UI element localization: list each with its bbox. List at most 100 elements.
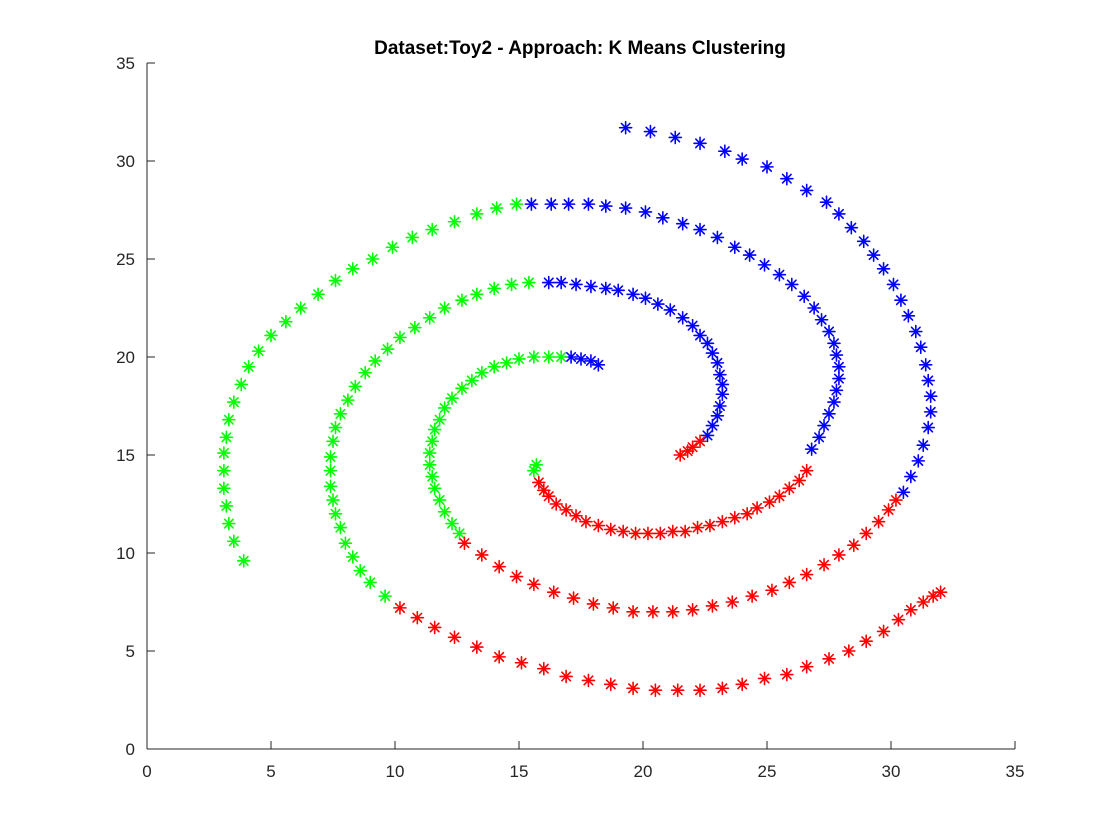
data-point — [713, 399, 727, 413]
data-point — [886, 277, 901, 292]
data-point — [569, 277, 583, 292]
data-point — [405, 230, 420, 245]
data-point — [432, 493, 447, 507]
data-point — [844, 220, 859, 235]
data-point — [871, 514, 886, 529]
data-point — [856, 234, 871, 249]
data-point — [745, 589, 759, 603]
data-point — [559, 503, 573, 517]
data-point — [757, 258, 772, 272]
data-point — [219, 499, 234, 513]
data-point — [700, 428, 715, 443]
data-point — [363, 575, 378, 590]
data-point — [536, 661, 551, 676]
data-point — [814, 312, 829, 327]
data-point — [333, 520, 348, 535]
data-point — [626, 604, 640, 619]
data-point — [333, 407, 348, 421]
data-point — [606, 601, 621, 615]
data-point — [685, 318, 700, 333]
data-point — [328, 420, 343, 435]
data-point — [822, 407, 836, 421]
data-point — [693, 683, 707, 698]
x-tick-label: 10 — [386, 762, 405, 781]
data-point — [338, 536, 353, 551]
data-point — [653, 526, 668, 541]
data-point — [566, 591, 581, 605]
data-point — [908, 324, 923, 339]
data-point — [812, 430, 826, 445]
data-point — [492, 559, 506, 574]
data-point — [713, 367, 727, 382]
data-point — [740, 506, 754, 521]
data-point — [933, 585, 948, 600]
data-point — [646, 604, 660, 619]
data-point — [465, 373, 479, 388]
data-point — [735, 677, 750, 692]
data-point — [859, 634, 874, 649]
data-point — [425, 434, 440, 449]
data-point — [487, 281, 502, 296]
data-point — [504, 277, 519, 292]
x-tick-label: 30 — [882, 762, 901, 781]
data-point — [346, 261, 360, 276]
data-point — [293, 301, 308, 315]
data-point — [675, 310, 690, 325]
data-point — [685, 603, 700, 617]
data-point — [876, 624, 891, 639]
data-point — [217, 446, 231, 460]
data-point — [715, 377, 730, 392]
data-point — [470, 287, 484, 302]
data-point — [455, 293, 469, 307]
data-point — [527, 577, 541, 592]
data-point — [876, 261, 891, 276]
x-tick-label: 35 — [1006, 762, 1025, 781]
data-point — [923, 389, 938, 404]
data-point — [799, 567, 814, 582]
data-point — [554, 275, 568, 290]
data-point — [328, 273, 343, 288]
data-point — [618, 120, 633, 135]
data-point — [410, 610, 425, 625]
data-point — [380, 342, 395, 356]
data-point — [474, 548, 489, 562]
data-point — [638, 291, 653, 306]
data-point — [780, 667, 794, 682]
data-point — [896, 485, 911, 500]
data-point — [425, 469, 440, 484]
data-point — [641, 526, 655, 541]
data-point — [447, 214, 462, 229]
data-point — [904, 603, 918, 617]
data-point — [455, 381, 469, 396]
y-tick-label: 25 — [116, 250, 135, 269]
data-point — [727, 240, 742, 255]
data-point — [311, 287, 325, 302]
data-point — [799, 183, 814, 198]
data-point — [512, 352, 526, 366]
data-point — [618, 201, 633, 215]
data-point — [881, 503, 896, 517]
data-point — [328, 506, 343, 521]
data-point — [807, 301, 821, 315]
data-point — [832, 359, 846, 374]
data-point — [427, 620, 442, 635]
data-point — [393, 601, 407, 615]
data-point — [492, 650, 506, 664]
data-point — [799, 463, 814, 478]
data-point — [365, 252, 380, 266]
data-point — [829, 383, 844, 398]
data-point — [648, 683, 663, 698]
y-tick-label: 20 — [116, 348, 135, 367]
data-point — [822, 324, 836, 339]
data-point — [227, 395, 241, 409]
data-point — [470, 207, 484, 221]
data-point — [690, 520, 705, 535]
data-point — [591, 358, 606, 372]
y-tick-label: 15 — [116, 446, 135, 465]
data-point — [750, 501, 764, 515]
data-point — [735, 152, 750, 166]
data-point — [772, 267, 787, 282]
data-point — [916, 595, 931, 609]
